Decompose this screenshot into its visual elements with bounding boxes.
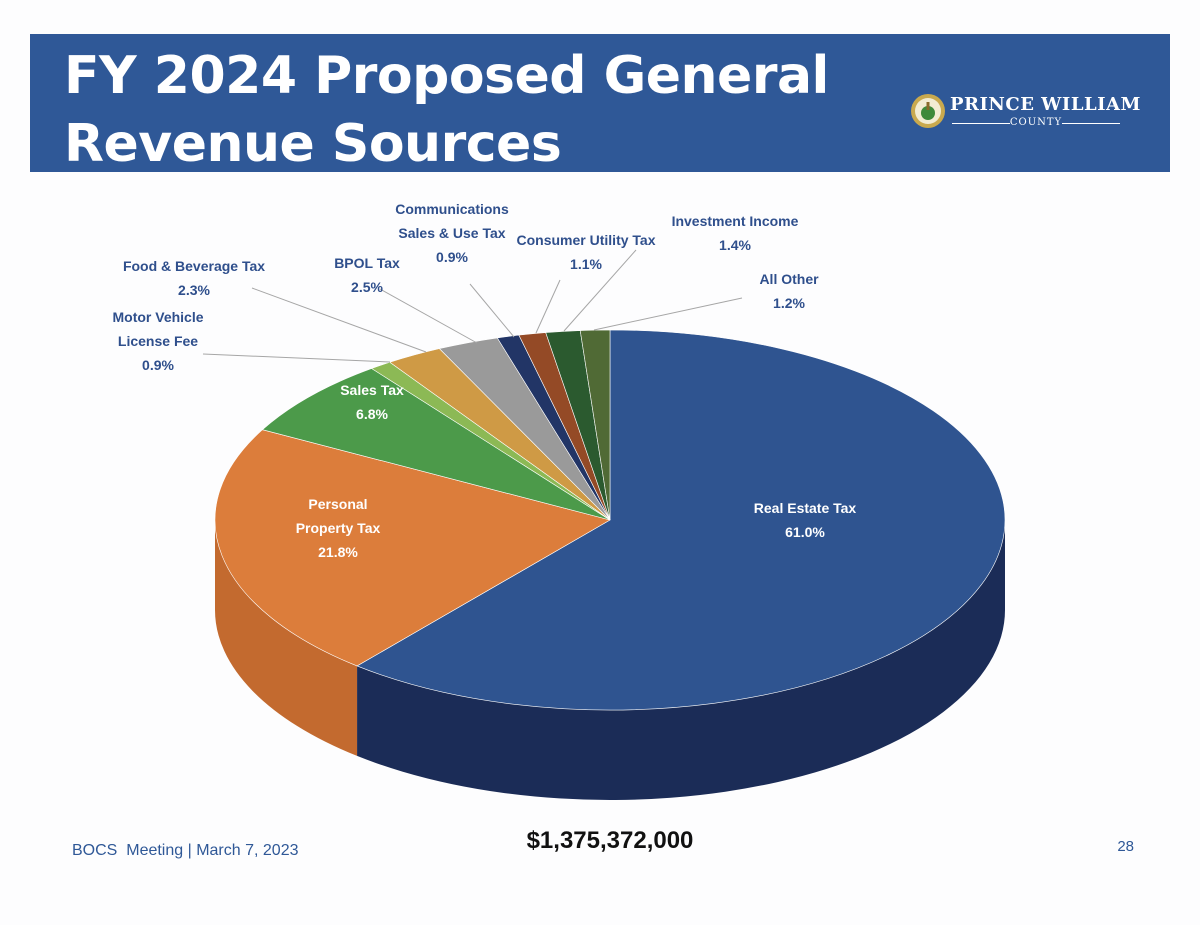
pie-side-1	[215, 520, 358, 756]
slice-name-label-6: Communications	[395, 201, 509, 217]
pie-slices	[214, 329, 1006, 711]
slice-name-label-0: Real Estate Tax	[754, 500, 857, 516]
slice-pct-label-6: 0.9%	[436, 249, 468, 265]
slice-name-label-6: Sales & Use Tax	[398, 225, 505, 241]
footer-meeting-info: BOCS Meeting | March 7, 2023	[72, 842, 299, 859]
slice-labels: Real Estate Tax 61.0% Personal Property Tax…	[112, 201, 856, 560]
leader-line-6	[469, 283, 515, 338]
slice-pct-label-9: 1.2%	[773, 295, 805, 311]
county-logo: PRINCE WILLIAM COUNTY	[910, 90, 1140, 134]
slice-pct-label-4: 2.3%	[178, 282, 210, 298]
page-number: 28	[1117, 838, 1134, 855]
pie-side-0	[357, 520, 1005, 800]
leader-line-3	[202, 353, 391, 363]
leader-line-9	[593, 297, 743, 331]
slice-name-label-5: BPOL Tax	[334, 255, 400, 271]
slice-name-label-1: Personal	[308, 496, 367, 512]
leader-line-4	[251, 287, 427, 353]
logo-rule-right	[1062, 123, 1120, 124]
title-banner: FY 2024 Proposed General Revenue Sources…	[30, 34, 1170, 172]
slice-name-label-9: All Other	[759, 271, 819, 287]
slide-title-line-2: Revenue Sources	[64, 114, 562, 174]
leader-line-7	[535, 279, 561, 334]
logo-subtitle: COUNTY	[1009, 117, 1063, 128]
slice-name-label-7: Consumer Utility Tax	[517, 232, 656, 248]
pie-slice-1	[214, 429, 611, 667]
pie-slice-2	[261, 368, 611, 521]
total-revenue: $1,375,372,000	[526, 827, 694, 854]
slice-pct-label-1: 21.8%	[318, 544, 358, 560]
leader-lines	[202, 249, 743, 363]
slice-name-label-8: Investment Income	[672, 213, 799, 229]
slice-name-label-3: License Fee	[118, 333, 198, 349]
slice-pct-label-5: 2.5%	[351, 279, 383, 295]
leader-line-5	[379, 288, 478, 344]
slice-pct-label-8: 1.4%	[719, 237, 751, 253]
slice-name-label-3: Motor Vehicle	[112, 309, 203, 325]
slice-name-label-2: Sales Tax	[340, 382, 404, 398]
pie-slice-0	[356, 329, 1006, 711]
county-seal-icon	[911, 94, 945, 128]
leader-line-8	[563, 249, 637, 332]
slice-name-label-1: Property Tax	[296, 520, 381, 536]
slice-name-label-4: Food & Beverage Tax	[123, 258, 265, 274]
pie-sides	[215, 520, 1005, 800]
logo-name: PRINCE WILLIAM	[950, 94, 1141, 115]
logo-rule-left	[952, 123, 1010, 124]
slice-pct-label-3: 0.9%	[142, 357, 174, 373]
slice-pct-label-0: 61.0%	[785, 524, 825, 540]
slice-pct-label-2: 6.8%	[356, 406, 388, 422]
slide-title-line-1: FY 2024 Proposed General	[64, 46, 829, 106]
slice-pct-label-7: 1.1%	[570, 256, 602, 272]
